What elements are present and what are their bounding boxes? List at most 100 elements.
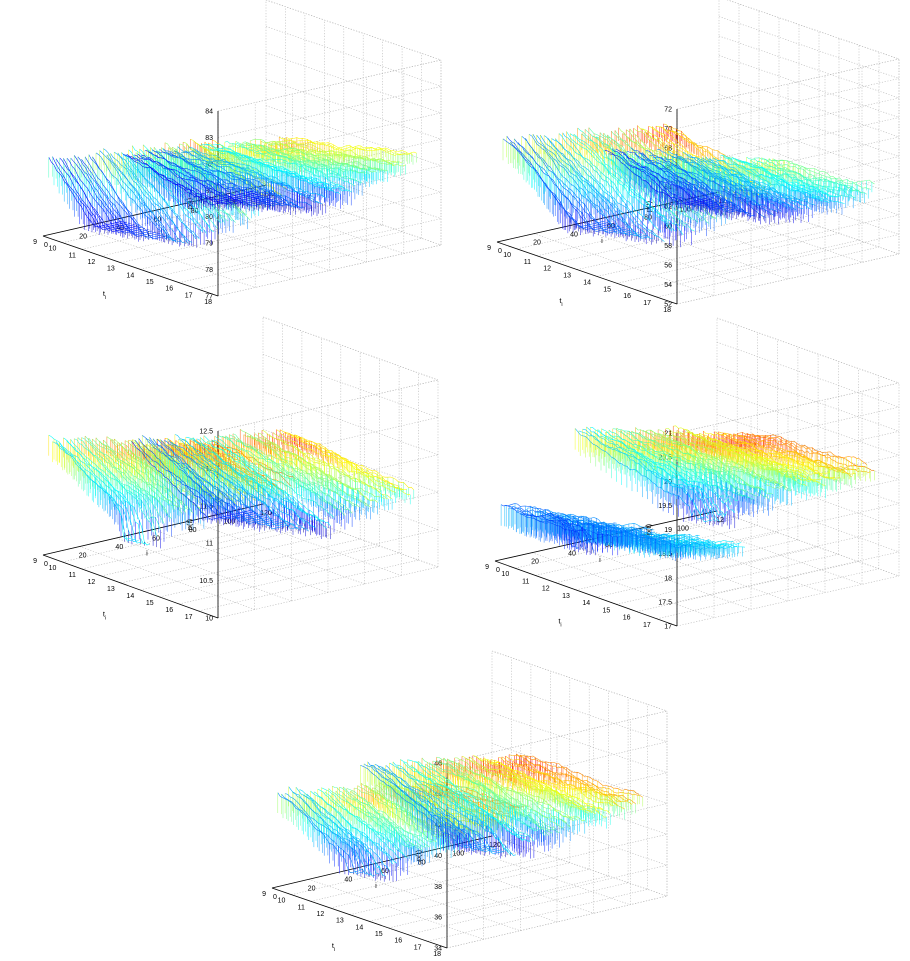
y-tick-label: 15: [146, 600, 154, 607]
x-axis-label: i: [601, 236, 603, 245]
x-tick-label: 0: [44, 561, 48, 568]
x-tick-label: 20: [79, 553, 87, 560]
series-line: [268, 143, 399, 165]
z-tick-label: 84: [205, 109, 213, 116]
series-line: [746, 156, 849, 198]
y-axis-line: [42, 554, 219, 619]
series-line: [134, 154, 265, 204]
y-axis-line: [496, 241, 678, 305]
y-tick-label: 15: [603, 286, 611, 293]
x-tick-label: 20: [533, 240, 541, 247]
y-tick-label: 13: [107, 266, 115, 273]
y-tick-label: 13: [107, 586, 115, 593]
series-line: [276, 429, 396, 493]
y-tick-label: 14: [126, 593, 134, 600]
series-line: [551, 138, 654, 239]
z-axis-label: p(t): [644, 200, 653, 212]
series-line: [128, 149, 204, 232]
series-line: [645, 150, 748, 213]
series-line: [566, 131, 669, 226]
surface: [502, 123, 875, 248]
x-tick-label: 100: [223, 519, 235, 526]
x-tick-label: 0: [44, 242, 48, 249]
series-line: [641, 152, 744, 212]
x-tick-label: 120: [260, 510, 272, 517]
y-tick-label: 14: [126, 272, 134, 279]
series-line: [521, 135, 624, 232]
z-tick-label: 70: [664, 126, 672, 133]
z-tick-label: 62: [664, 204, 672, 211]
series-line: [697, 158, 800, 205]
z-tick-label: 58: [664, 243, 672, 250]
series-line: [184, 150, 316, 198]
series-line: [283, 432, 403, 491]
x-tick-label: 0: [498, 248, 502, 255]
y-tick-label: 10: [49, 565, 57, 572]
series-line: [232, 143, 363, 183]
series-line: [152, 149, 283, 206]
y-tick-label: 10: [503, 252, 511, 259]
series-line: [532, 134, 635, 235]
series-line: [264, 140, 395, 167]
series-line: [694, 157, 797, 211]
x-axis-label: i: [146, 549, 148, 558]
series-line: [648, 126, 751, 195]
series-line: [130, 156, 261, 206]
x-tick-label: 20: [79, 234, 87, 241]
series-line: [239, 144, 370, 175]
series-line: [279, 136, 410, 155]
axis-grid: [496, 0, 900, 305]
x-tick-label: 40: [570, 231, 578, 238]
y-tick-label: 11: [69, 252, 76, 259]
series-line: [55, 158, 131, 230]
z-tick-label: 78: [205, 267, 213, 274]
y-tick-label: 12: [543, 266, 551, 273]
series-line: [543, 135, 646, 237]
y-tick-label: 9: [33, 239, 37, 246]
series-line: [52, 156, 127, 229]
y-tick-label: 16: [623, 293, 631, 300]
series-line: [540, 134, 643, 237]
series-line: [84, 156, 160, 237]
y-tick-label: 18: [663, 307, 671, 314]
y-tick-label: 14: [583, 279, 591, 286]
series-line: [206, 144, 337, 189]
series-line: [573, 133, 676, 232]
z-tick-label: 10.5: [199, 578, 213, 585]
x-tick-label: 80: [644, 215, 652, 222]
series-line: [282, 139, 414, 156]
series-line: [218, 435, 338, 509]
z-tick-label: 10: [205, 616, 213, 623]
series-line: [73, 155, 149, 234]
series-line: [114, 151, 189, 244]
z-tick-label: 80: [205, 214, 213, 221]
series-line: [656, 149, 759, 206]
x-tick-label: 40: [115, 544, 123, 551]
series-line: [77, 156, 153, 236]
series-line: [166, 152, 297, 208]
series-line: [604, 149, 707, 205]
series-line: [251, 438, 371, 508]
y-tick-label: 17: [185, 614, 193, 621]
series-line: [716, 159, 819, 199]
series-line: [235, 141, 366, 175]
y-axis-label: ti: [103, 610, 106, 622]
series-line: [768, 158, 871, 190]
series-line: [611, 148, 715, 206]
y-tick-label: 12: [88, 259, 96, 266]
series-line: [731, 156, 834, 197]
series-line: [547, 137, 650, 239]
y-axis-label: ti: [559, 296, 562, 308]
series-line: [513, 138, 616, 230]
series-line: [502, 138, 605, 228]
y-tick-label: 12: [88, 579, 96, 586]
series-line: [668, 150, 771, 201]
series-line: [170, 150, 301, 208]
series-line: [615, 148, 718, 207]
series-line: [70, 157, 145, 234]
series-line: [261, 430, 382, 491]
series-line: [279, 429, 400, 487]
surface: [48, 136, 417, 248]
series-line: [536, 134, 639, 236]
z-tick-label: 54: [664, 282, 672, 289]
